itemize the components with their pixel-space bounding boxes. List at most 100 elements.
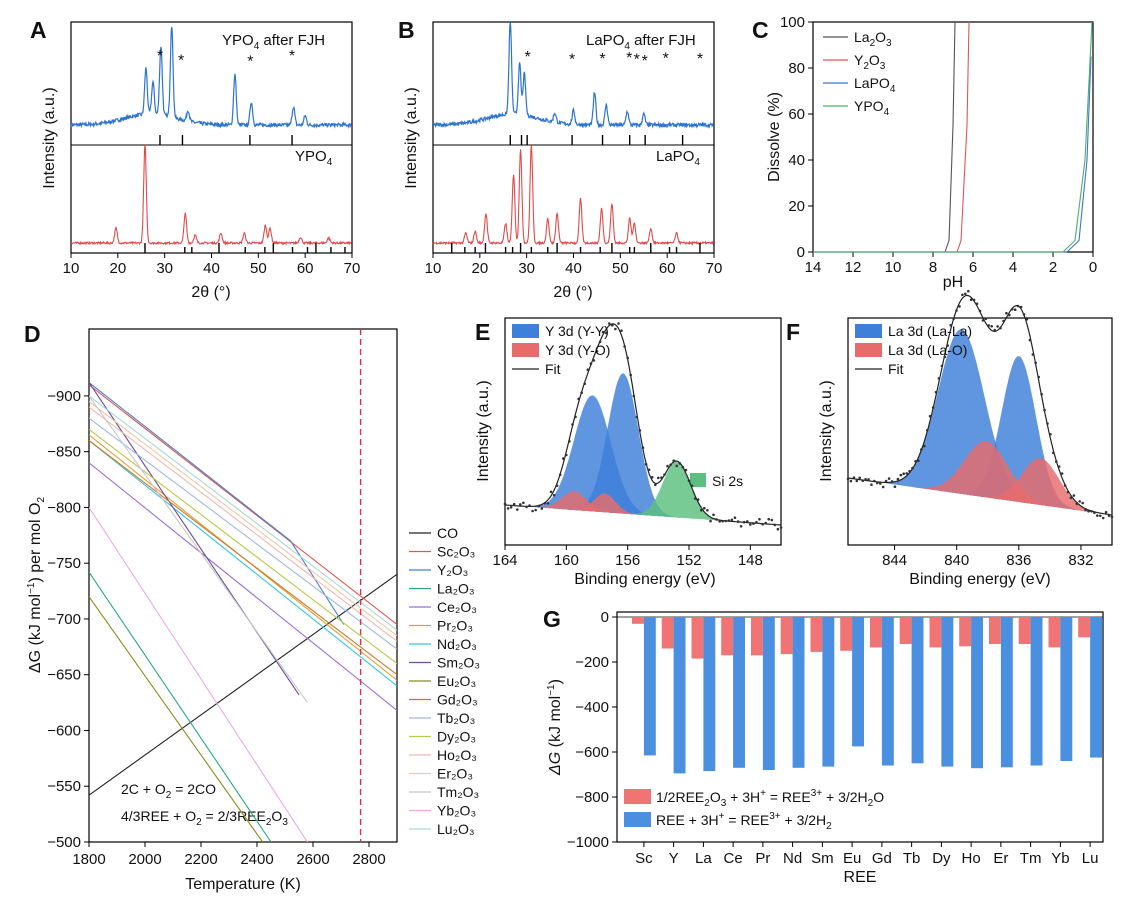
data-point [733, 516, 737, 519]
x-tick-label: 8 [929, 259, 937, 276]
data-point [861, 479, 864, 483]
data-point [899, 473, 903, 477]
xrd-top-curve [70, 26, 353, 129]
data-point [681, 466, 685, 469]
data-point [1037, 375, 1040, 379]
bar-eu [840, 617, 853, 651]
data-point [626, 356, 629, 360]
data-point [972, 298, 976, 302]
chart-e-si-label: Si 2s [712, 473, 743, 489]
data-point [773, 523, 777, 527]
data-point [537, 504, 540, 508]
data-point [583, 382, 586, 386]
data-point [1072, 494, 1076, 497]
data-point [846, 477, 850, 481]
data-point [555, 484, 559, 488]
chart-d-frame [88, 328, 398, 843]
data-point [562, 457, 565, 460]
data-point [1081, 501, 1084, 505]
data-point [509, 506, 513, 509]
y-tick-label: −800 [575, 789, 609, 806]
peak-star: * [569, 52, 575, 69]
bar-sc [632, 617, 644, 624]
x-tick-label: 164 [492, 552, 517, 569]
y-tick-label: 0 [797, 244, 805, 261]
data-point [528, 504, 531, 507]
category-label: Ce [724, 850, 743, 867]
chart-g: REE ΔG (kJ mol−1) 1/2REE2O3 + 3H+ = REE3… [546, 609, 1104, 886]
data-point [920, 448, 923, 451]
chart-a-top-title: YPO4 after FJH [222, 32, 325, 52]
data-point [996, 325, 999, 328]
chart-c-xlabel: pH [943, 274, 963, 291]
legend-label: Yb₂O₃ [437, 803, 476, 819]
legend-label: Pr₂O₃ [437, 618, 473, 634]
gibbs-line [89, 382, 345, 625]
bar-ho [959, 617, 972, 647]
data-point [525, 505, 528, 509]
y-tick-label: 40 [788, 152, 805, 169]
data-point [746, 520, 749, 523]
x-tick-label: 6 [969, 259, 977, 276]
peak-star: * [178, 53, 184, 70]
data-point [1046, 422, 1049, 425]
data-point [755, 520, 758, 524]
data-point [516, 508, 519, 511]
fitted-peak [848, 441, 1112, 515]
x-tick-label: 60 [297, 260, 314, 277]
data-point [644, 462, 648, 466]
data-point [990, 325, 993, 328]
chart-b-ylabel: Intensity (a.u.) [403, 87, 420, 188]
bar-tm [1030, 617, 1043, 766]
gibbs-line [89, 462, 397, 711]
chart-d-lines [89, 382, 397, 842]
fitted-peak [505, 461, 781, 525]
category-label: Ho [962, 850, 981, 867]
legend-label: LaPO4 [854, 75, 896, 95]
data-point [598, 340, 602, 344]
data-point [623, 345, 626, 348]
data-point [881, 485, 885, 489]
bar-la [703, 617, 716, 772]
data-point [1093, 511, 1096, 515]
data-point [1040, 392, 1043, 396]
gibbs-line [89, 440, 397, 676]
gibbs-line [89, 382, 300, 696]
data-point [931, 406, 935, 409]
chart-g-ylabel: ΔG (kJ mol−1) [546, 679, 564, 776]
bar-sc [643, 617, 656, 756]
data-point [678, 462, 682, 465]
data-point [700, 508, 703, 512]
data-point [620, 329, 623, 333]
data-point [1055, 460, 1058, 463]
data-point [764, 521, 767, 525]
data-point [923, 444, 926, 448]
data-point [546, 502, 550, 505]
chart-f-xlabel: Binding energy (eV) [909, 571, 1050, 588]
peak-star: * [697, 51, 703, 68]
data-point [849, 479, 853, 483]
bar-nd [792, 617, 805, 768]
data-point [978, 309, 982, 313]
legend-label: Ho₂O₃ [437, 747, 477, 763]
chart-b-top-title: LaPO4 after FJH [586, 32, 696, 52]
data-point [690, 484, 694, 488]
data-point [522, 501, 525, 505]
peak-star: * [663, 51, 669, 68]
legend-label: Ce₂O₃ [437, 599, 477, 615]
data-point [870, 483, 873, 487]
data-point [684, 468, 688, 472]
fitted-peak [848, 458, 1112, 515]
legend-label: Gd₂O₃ [437, 692, 478, 708]
data-point [1016, 304, 1020, 308]
x-tick-label: 30 [156, 260, 173, 277]
data-point [961, 293, 964, 297]
x-tick-label: 2 [1049, 259, 1057, 276]
gibbs-line [89, 401, 397, 637]
y-tick-label: −650 [47, 667, 81, 684]
x-tick-label: 14 [805, 259, 822, 276]
data-point [876, 481, 879, 485]
chart-b-bottom-title: LaPO4 [656, 148, 700, 168]
data-point [675, 464, 678, 468]
